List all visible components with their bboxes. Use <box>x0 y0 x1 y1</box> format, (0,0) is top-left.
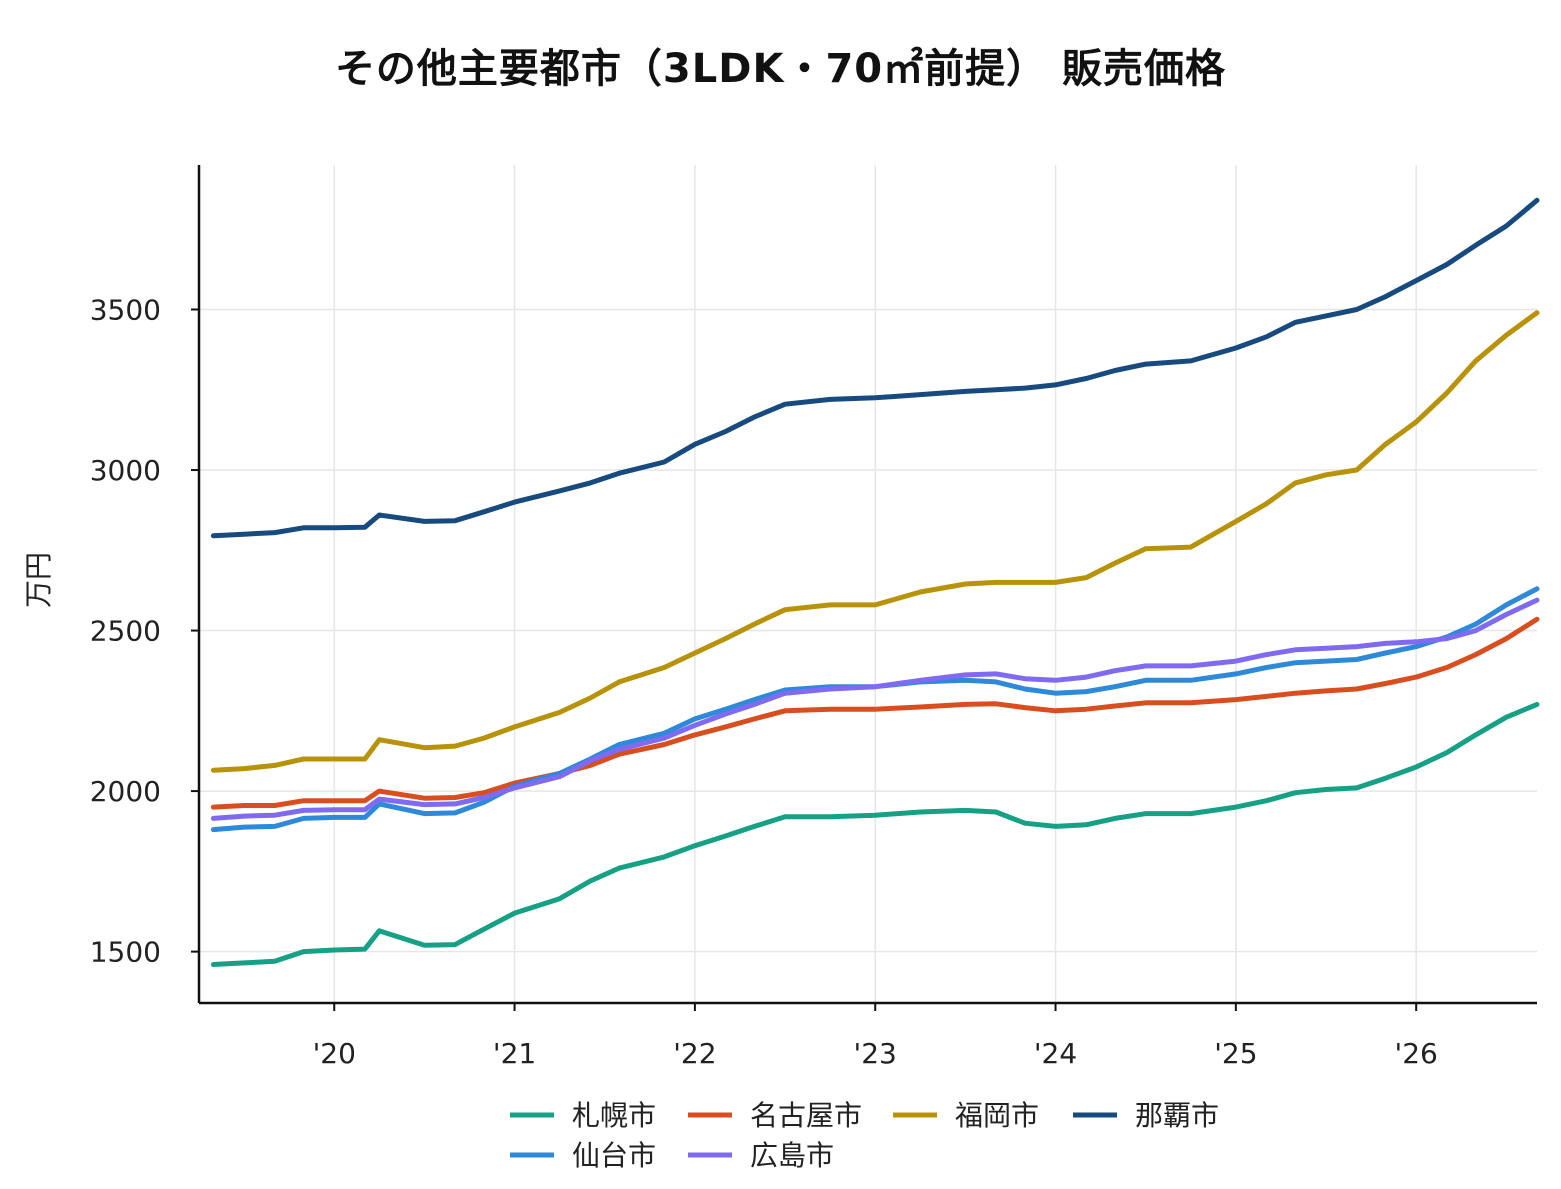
legend-label: 那覇市 <box>1135 1099 1219 1132</box>
legend-label: 広島市 <box>750 1139 834 1172</box>
x-tick-label: '25 <box>1214 1037 1257 1070</box>
y-tick-label: 1500 <box>90 936 161 969</box>
series-line <box>210 197 1540 539</box>
x-tick-label: '21 <box>493 1037 536 1070</box>
chart-title: その他主要都市（3LDK・70㎡前提） 販売価格 <box>334 46 1227 92</box>
series-line <box>210 616 1540 810</box>
y-axis-label: 万円 <box>22 552 55 608</box>
legend-label: 名古屋市 <box>750 1099 862 1132</box>
grid-lines <box>199 165 1537 1003</box>
legend-label: 札幌市 <box>572 1099 656 1132</box>
y-tick-label: 3500 <box>90 293 161 326</box>
series-line <box>210 701 1540 967</box>
series-line <box>210 310 1540 773</box>
x-tick-label: '23 <box>854 1037 897 1070</box>
legend-label: 仙台市 <box>572 1139 656 1172</box>
axes <box>191 165 1537 1011</box>
series-line <box>210 597 1540 821</box>
x-tick-label: '24 <box>1034 1037 1077 1070</box>
x-tick-label: '20 <box>313 1037 356 1070</box>
y-tick-label: 2500 <box>90 615 161 648</box>
y-tick-label: 3000 <box>90 454 161 487</box>
x-tick-label: '26 <box>1395 1037 1438 1070</box>
x-tick-label: '22 <box>673 1037 716 1070</box>
tick-labels: 1500 2000 2500 3000 3500 '20 '21 '22 '23 '24 '25 '2… <box>90 293 1438 1070</box>
legend-label: 福岡市 <box>955 1099 1039 1132</box>
series-lines <box>210 197 1540 967</box>
y-tick-label: 2000 <box>90 775 161 808</box>
